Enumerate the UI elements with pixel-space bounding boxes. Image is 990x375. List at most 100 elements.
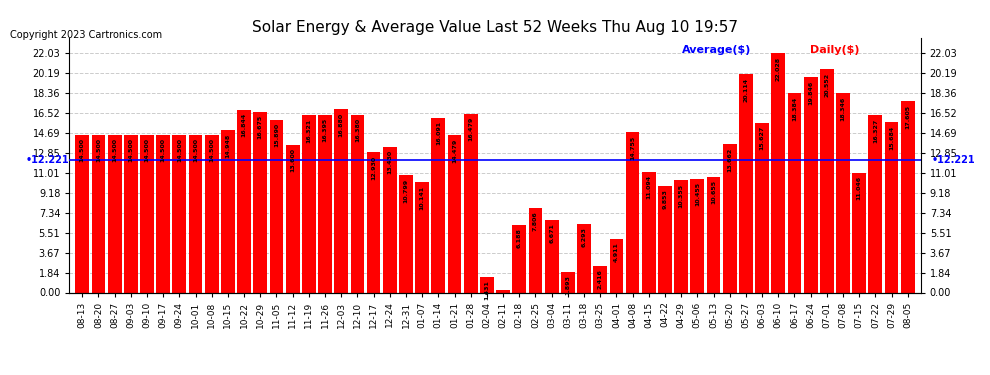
Text: Copyright 2023 Cartronics.com: Copyright 2023 Cartronics.com — [10, 30, 162, 40]
Text: 16.395: 16.395 — [323, 118, 328, 142]
Bar — [593, 266, 607, 292]
Text: 10.799: 10.799 — [404, 178, 409, 203]
Title: Solar Energy & Average Value Last 52 Weeks Thu Aug 10 19:57: Solar Energy & Average Value Last 52 Wee… — [252, 20, 738, 35]
Text: 13.662: 13.662 — [728, 147, 733, 172]
Text: 14.500: 14.500 — [129, 138, 134, 162]
Bar — [141, 135, 153, 292]
Bar — [544, 220, 558, 292]
Text: 16.327: 16.327 — [873, 118, 878, 143]
Text: 20.114: 20.114 — [743, 78, 748, 102]
Bar — [480, 277, 494, 292]
Bar — [658, 186, 672, 292]
Bar — [707, 177, 721, 292]
Bar — [156, 135, 170, 292]
Bar — [318, 115, 332, 292]
Text: 14.948: 14.948 — [226, 134, 231, 158]
Text: 11.046: 11.046 — [856, 176, 861, 200]
Bar — [464, 114, 477, 292]
Text: 4.911: 4.911 — [614, 243, 619, 262]
Text: 20.552: 20.552 — [825, 73, 830, 97]
Bar — [529, 208, 543, 292]
Text: 11.094: 11.094 — [646, 176, 651, 200]
Text: 18.346: 18.346 — [841, 97, 845, 121]
Bar — [172, 135, 186, 292]
Text: 2.416: 2.416 — [598, 270, 603, 290]
Bar — [238, 110, 251, 292]
Bar — [108, 135, 122, 292]
Bar — [415, 183, 429, 292]
Text: 14.500: 14.500 — [209, 138, 214, 162]
Bar — [91, 135, 105, 292]
Text: 16.479: 16.479 — [468, 117, 473, 141]
Text: 14.500: 14.500 — [177, 138, 182, 162]
Text: 16.091: 16.091 — [436, 121, 441, 145]
Bar — [189, 135, 202, 292]
Text: 14.500: 14.500 — [96, 138, 101, 162]
Text: 1.893: 1.893 — [565, 275, 570, 295]
Bar — [75, 135, 89, 292]
Bar — [755, 123, 769, 292]
Bar — [837, 93, 849, 292]
Text: 7.806: 7.806 — [533, 211, 538, 231]
Bar — [852, 172, 866, 292]
Text: 16.880: 16.880 — [339, 112, 344, 137]
Text: 16.844: 16.844 — [242, 113, 247, 137]
Bar — [496, 290, 510, 292]
Text: 14.500: 14.500 — [145, 138, 149, 162]
Bar — [739, 74, 752, 292]
Bar — [674, 180, 688, 292]
Bar — [253, 111, 267, 292]
Bar — [513, 225, 526, 292]
Bar — [771, 54, 785, 292]
Text: 14.479: 14.479 — [452, 139, 457, 163]
Text: 22.028: 22.028 — [776, 57, 781, 81]
Text: •12.221: •12.221 — [26, 155, 69, 165]
Bar — [901, 102, 915, 292]
Bar — [432, 118, 446, 292]
Bar — [690, 179, 704, 292]
Bar — [221, 130, 235, 292]
Bar — [366, 152, 380, 292]
Text: 6.671: 6.671 — [549, 224, 554, 243]
Text: 6.188: 6.188 — [517, 229, 522, 249]
Text: 16.321: 16.321 — [306, 118, 312, 143]
Text: 6.293: 6.293 — [581, 228, 586, 248]
Bar — [124, 135, 138, 292]
Bar — [820, 69, 834, 292]
Bar — [350, 115, 364, 292]
Text: 18.384: 18.384 — [792, 96, 797, 120]
Text: 13.600: 13.600 — [290, 148, 295, 172]
Text: 14.500: 14.500 — [160, 138, 165, 162]
Text: 15.684: 15.684 — [889, 126, 894, 150]
Text: 1.431: 1.431 — [484, 280, 489, 300]
Text: 15.890: 15.890 — [274, 123, 279, 147]
Bar — [788, 93, 801, 292]
Bar — [383, 147, 397, 292]
Bar — [868, 116, 882, 292]
Text: 10.355: 10.355 — [678, 183, 684, 207]
Text: 14.755: 14.755 — [630, 136, 635, 160]
Text: 9.853: 9.853 — [662, 189, 667, 209]
Text: Average($): Average($) — [682, 45, 751, 55]
Text: 12.930: 12.930 — [371, 156, 376, 180]
Bar — [723, 144, 737, 292]
Text: 17.605: 17.605 — [905, 105, 910, 129]
Bar — [286, 145, 300, 292]
Bar — [626, 132, 640, 292]
Bar — [885, 122, 899, 292]
Bar — [399, 176, 413, 292]
Bar — [561, 272, 575, 292]
Text: 14.500: 14.500 — [112, 138, 117, 162]
Bar — [302, 116, 316, 292]
Text: 14.500: 14.500 — [193, 138, 198, 162]
Text: 19.846: 19.846 — [808, 80, 813, 105]
Bar — [269, 120, 283, 292]
Bar — [610, 239, 624, 292]
Bar — [804, 77, 818, 292]
Text: 14.500: 14.500 — [80, 138, 85, 162]
Text: 15.627: 15.627 — [759, 126, 764, 150]
Text: Daily($): Daily($) — [810, 45, 859, 55]
Bar — [335, 110, 348, 292]
Text: 10.141: 10.141 — [420, 186, 425, 210]
Text: 16.380: 16.380 — [355, 118, 360, 142]
